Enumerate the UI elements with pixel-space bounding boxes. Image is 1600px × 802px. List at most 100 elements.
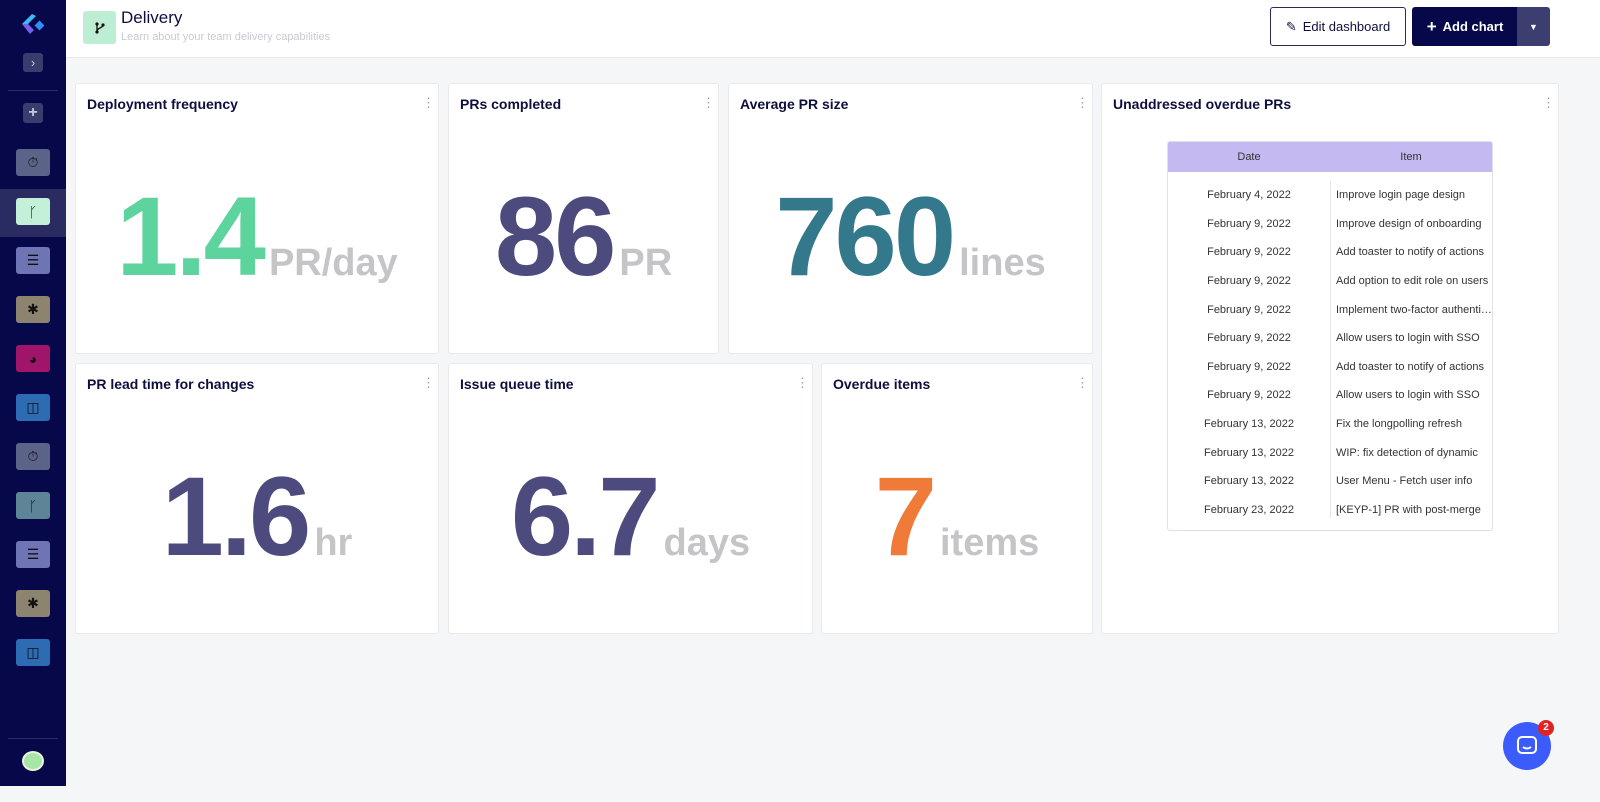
- metric-value: 1.6: [161, 454, 312, 579]
- cell-item: WIP: fix detection of dynamic: [1335, 446, 1478, 459]
- card-unaddressed-overdue-prs: Unaddressed overdue PRs ⋮ Date Item Febr…: [1101, 83, 1559, 634]
- notification-badge: 2: [1538, 720, 1554, 736]
- card-title: PRs completed: [460, 96, 562, 112]
- metric-unit: hr: [314, 522, 353, 564]
- cell-date: February 9, 2022: [1207, 360, 1291, 373]
- table-row[interactable]: February 4, 2022 Improve login page desig…: [1168, 181, 1492, 210]
- layout-icon: ◫: [26, 644, 40, 660]
- expand-sidebar-button[interactable]: ›: [23, 53, 43, 72]
- chat-icon: [1517, 736, 1537, 754]
- sidebar-item-git-branch[interactable]: ᚴ: [16, 492, 50, 519]
- add-chart-label: Add chart: [1442, 19, 1504, 34]
- card-title: Unaddressed overdue PRs: [1113, 96, 1292, 112]
- card-title: PR lead time for changes: [87, 376, 255, 392]
- card-prs-completed: PRs completed ⋮ 86 PR: [448, 83, 719, 354]
- edit-dashboard-label: Edit dashboard: [1302, 19, 1391, 34]
- sidebar-item-checklist[interactable]: ☰: [16, 541, 50, 568]
- table-row[interactable]: February 9, 2022 Add toaster to notify of…: [1168, 353, 1492, 382]
- metric-unit: PR: [619, 242, 673, 284]
- more-options-icon[interactable]: ⋮: [702, 95, 715, 110]
- layout-icon: ◫: [26, 399, 40, 415]
- more-options-icon[interactable]: ⋮: [1076, 95, 1089, 110]
- cell-date: February 13, 2022: [1204, 418, 1294, 431]
- cell-date: February 9, 2022: [1207, 332, 1291, 345]
- cell-date: February 13, 2022: [1204, 475, 1294, 488]
- cell-item: [KEYP-1] PR with post-merge: [1335, 503, 1481, 516]
- card-deployment-frequency: Deployment frequency ⋮ 1.4 PR/day: [75, 83, 439, 354]
- cell-item: Allow users to login with SSO: [1335, 332, 1480, 345]
- cell-item: Improve login page design: [1335, 189, 1466, 202]
- more-options-icon[interactable]: ⋮: [796, 375, 809, 390]
- table-row[interactable]: February 9, 2022 Add toaster to notify of…: [1168, 238, 1492, 267]
- sidebar-item-bug[interactable]: ✱: [16, 590, 50, 617]
- edit-dashboard-button[interactable]: ✎ Edit dashboard: [1270, 7, 1406, 46]
- table-row[interactable]: February 13, 2022 WIP: fix detection of d…: [1168, 438, 1492, 467]
- stopwatch-icon: ⏱: [27, 448, 39, 464]
- table-row[interactable]: February 13, 2022 Fix the longpolling ref…: [1168, 410, 1492, 439]
- cell-item: Add option to edit role on users: [1335, 275, 1489, 288]
- sidebar-item-checklist[interactable]: ☰: [16, 247, 50, 274]
- table-row[interactable]: February 23, 2022 [KEYP-1] PR with post-m…: [1168, 496, 1492, 525]
- git-branch-icon: [83, 11, 116, 44]
- table-row[interactable]: February 9, 2022 Allow users to login wit…: [1168, 324, 1492, 353]
- more-options-icon[interactable]: ⋮: [1542, 95, 1555, 110]
- pencil-icon: ✎: [1285, 18, 1297, 34]
- add-chart-button[interactable]: + Add chart: [1412, 7, 1518, 46]
- column-header-date[interactable]: Date: [1237, 151, 1261, 163]
- git-branch-icon: ᚴ: [28, 203, 38, 220]
- metric-unit: items: [940, 522, 1040, 564]
- page-title: Delivery: [121, 8, 183, 27]
- metric-value: 6.7: [510, 454, 661, 579]
- cell-item: Allow users to login with SSO: [1335, 389, 1480, 402]
- sidebar-item-bug[interactable]: ✱: [16, 296, 50, 323]
- pie-chart-icon: ◕: [28, 350, 38, 367]
- column-header-item[interactable]: Item: [1400, 151, 1422, 163]
- cell-item: Improve design of onboarding: [1335, 217, 1482, 230]
- bug-icon: ✱: [27, 301, 39, 317]
- cell-date: February 9, 2022: [1207, 303, 1291, 316]
- metric-value: 86: [494, 174, 617, 299]
- add-chart-dropdown[interactable]: ▼: [1517, 7, 1550, 46]
- cell-item: Add toaster to notify of actions: [1335, 360, 1484, 373]
- cell-date: February 9, 2022: [1207, 217, 1291, 230]
- cell-date: February 9, 2022: [1207, 275, 1291, 288]
- git-branch-icon: ᚴ: [28, 497, 38, 514]
- table-row[interactable]: February 9, 2022 Implement two-factor aut…: [1168, 295, 1492, 324]
- table-row[interactable]: February 9, 2022 Improve design of onboar…: [1168, 210, 1492, 239]
- cell-item: User Menu - Fetch user info: [1335, 475, 1473, 488]
- sidebar-item-stopwatch[interactable]: ⏱: [16, 149, 50, 176]
- sidebar-item-layout[interactable]: ◫: [16, 394, 50, 421]
- cell-date: February 9, 2022: [1207, 389, 1291, 402]
- table-row[interactable]: February 9, 2022 Allow users to login wit…: [1168, 381, 1492, 410]
- metric-unit: PR/day: [268, 242, 398, 284]
- user-avatar[interactable]: [22, 751, 44, 771]
- more-options-icon[interactable]: ⋮: [422, 95, 435, 110]
- sidebar-item-pie-chart[interactable]: ◕: [16, 345, 50, 372]
- checklist-icon: ☰: [26, 546, 40, 562]
- stopwatch-icon: ⏱: [27, 154, 39, 170]
- checklist-icon: ☰: [26, 252, 40, 268]
- card-title: Deployment frequency: [87, 96, 238, 112]
- card-issue-queue-time: Issue queue time ⋮ 6.7 days: [448, 363, 813, 634]
- card-pr-lead-time: PR lead time for changes ⋮ 1.6 hr: [75, 363, 439, 634]
- table-row[interactable]: February 13, 2022 User Menu - Fetch user …: [1168, 467, 1492, 496]
- add-dashboard-button[interactable]: +: [23, 103, 43, 123]
- metric-unit: lines: [959, 242, 1046, 284]
- table-row[interactable]: February 9, 2022 Add option to edit role …: [1168, 267, 1492, 296]
- page-subtitle: Learn about your team delivery capabilit…: [121, 31, 331, 43]
- overdue-prs-table: Date Item February 4, 2022 Improve login …: [1167, 141, 1493, 531]
- metric-value: 1.4: [116, 174, 266, 299]
- card-title: Overdue items: [833, 376, 931, 392]
- sidebar-item-git-branch[interactable]: ᚴ: [16, 198, 50, 225]
- cell-date: February 23, 2022: [1204, 503, 1294, 516]
- more-options-icon[interactable]: ⋮: [422, 375, 435, 390]
- more-options-icon[interactable]: ⋮: [1076, 375, 1089, 390]
- cell-item: Add toaster to notify of actions: [1335, 246, 1484, 259]
- cell-date: February 4, 2022: [1207, 189, 1291, 202]
- metric-value: 7: [874, 454, 937, 579]
- cell-item: Fix the longpolling refresh: [1335, 418, 1462, 431]
- card-title: Issue queue time: [460, 376, 574, 392]
- sidebar-item-layout[interactable]: ◫: [16, 639, 50, 666]
- app-logo[interactable]: [20, 12, 46, 38]
- sidebar-item-stopwatch[interactable]: ⏱: [16, 443, 50, 470]
